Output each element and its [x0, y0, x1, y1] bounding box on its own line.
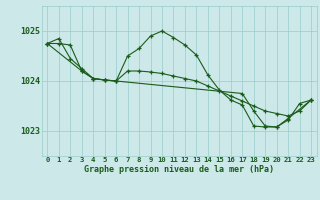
X-axis label: Graphe pression niveau de la mer (hPa): Graphe pression niveau de la mer (hPa) [84, 165, 274, 174]
